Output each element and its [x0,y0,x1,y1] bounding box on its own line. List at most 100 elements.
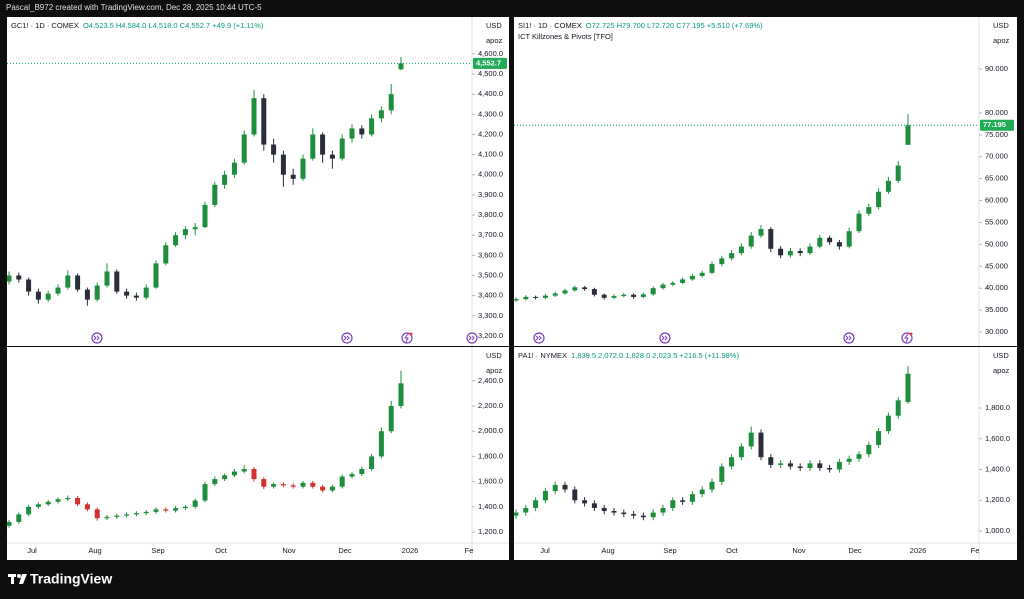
candle-body [124,291,130,296]
candle-body [827,237,833,243]
candle-body [241,134,247,163]
candle-body [562,484,568,490]
last-price-label: 4,552.7 [476,58,501,67]
y-tick-label: 4,200.0 [478,129,503,138]
y-tick-label: 1,800.0 [985,403,1010,412]
candle-body [84,504,90,510]
candle-body [582,287,588,290]
candle-body [866,207,872,214]
candle-body [153,509,159,512]
candle-body [660,507,666,513]
indicator-label: ICT Killzones & Pivots [TFO] [518,32,613,41]
candle-body [885,180,891,192]
candle-body [261,98,267,145]
logo-dot [17,574,21,578]
y-tick-label: 4,300.0 [478,109,503,118]
plot-area [7,370,404,528]
candle-body [905,125,911,145]
y-tick-label: 55.000 [985,217,1008,226]
y-tick-label: 1,200.0 [985,495,1010,504]
candle-body [533,296,539,298]
event-icon-glyph [468,335,475,341]
x-tick-label: Jul [27,546,37,555]
candle-body [143,287,149,298]
candle-body [905,373,911,402]
event-dot [409,332,413,336]
candle-body [349,128,355,139]
legend-symbol: GC1! · 1D · COMEX [11,21,79,30]
scale-mode-label: apoz [993,366,1010,375]
y-tick-label: 70.000 [985,152,1008,161]
candle-body [290,174,296,179]
candle-body [320,134,326,155]
currency-label: USD [993,351,1009,360]
x-tick-label: 2026 [402,546,419,555]
logo-slash [19,574,27,584]
legend-symbol: SI1! · 1D · COMEX [518,21,582,30]
candle-body [329,154,335,159]
candle-body [621,512,627,515]
candle-body [738,446,744,458]
event-icon-glyph [845,335,852,341]
y-tick-label: 4,000.0 [478,170,503,179]
candle-body [719,258,725,265]
pane-background [514,17,1017,346]
logo-stem [11,574,14,584]
candle-body [542,491,548,501]
y-tick-label: 2,400.0 [478,376,503,385]
chart-pane: 3,200.0 3,300.0 3,400.0 3,500.0 3,600.0 3,700… [7,17,509,346]
legend-quote: 1,839.5 2,072.0 1,828.0 2,023.5 +216.5 (… [571,351,739,360]
candle-body [222,475,228,480]
candle-body [65,275,71,288]
candle-body [300,158,306,179]
legend-symbol: PA1! · NYMEX [518,351,567,360]
event-icon-glyph [343,335,350,341]
candle-body [378,110,384,119]
candle-body [231,162,237,175]
candle-body [709,264,715,273]
x-tick-label: Dec [338,546,352,555]
x-tick-label: Dec [848,546,862,555]
candle-body [601,294,607,298]
candle-body [359,469,365,475]
candle-body [611,296,617,298]
y-tick-label: 3,600.0 [478,250,503,259]
x-tick-label: 2026 [910,546,927,555]
candle-body [542,295,548,298]
y-tick-label: 3,200.0 [478,331,503,340]
candle-body [16,275,22,280]
candle-body [836,461,842,470]
x-tick-label: Sep [151,546,164,555]
candle-body [163,245,169,264]
y-tick-label: 1,800.0 [478,451,503,460]
candle-body [173,235,179,246]
candle-body [572,287,578,291]
candle-body [866,444,872,455]
candle-body [271,484,277,487]
candle-body [202,204,208,228]
candle-body [212,479,218,485]
candle-body [114,271,120,292]
event-icon-glyph [661,335,668,341]
currency-label: USD [486,21,502,30]
event-icon-glyph [404,333,409,343]
y-tick-label: 1,600.0 [985,434,1010,443]
candle-body [748,235,754,247]
chart-pane: 1,000.0 1,200.0 1,400.0 1,600.0 1,800.0 USD ap… [514,347,1017,560]
candle-body [650,288,656,295]
candle-body [104,271,110,286]
plot-area [514,114,979,302]
candle-body [748,432,754,447]
candle-body [778,463,784,465]
y-tick-label: 1,200.0 [478,527,503,536]
candle-body [738,246,744,254]
candle-body [514,512,519,516]
brand-name: TradingView [30,571,112,587]
candle-body [124,514,130,516]
candle-body [807,463,813,468]
candle-body [572,489,578,501]
x-tick-label: Sep [663,546,676,555]
candle-body [378,431,384,457]
candle-body [817,237,823,247]
plot-area [514,366,911,521]
